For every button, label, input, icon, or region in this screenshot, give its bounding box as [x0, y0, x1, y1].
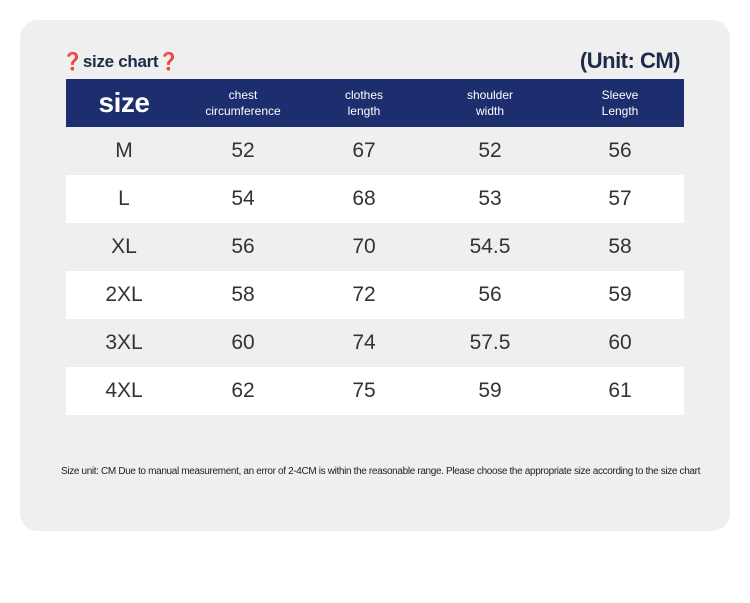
header-clothes-length: clothes length: [304, 79, 424, 127]
header-shoulder-width: shoulder width: [424, 79, 556, 127]
shoulder-cell: 54.5: [469, 235, 511, 258]
table-row: 4XL 62 75 59 61: [66, 367, 684, 415]
header-chest-line1: chest: [228, 88, 258, 102]
shoulder-cell: 52: [478, 139, 502, 162]
table-row: L 54 68 53 57: [66, 175, 684, 223]
unit-label: (Unit: CM): [579, 48, 681, 73]
shoulder-cell: 56: [478, 283, 502, 306]
size-cell: L: [118, 187, 130, 210]
sleeve-cell: 57: [608, 187, 632, 210]
header-shoulder-line1: shoulder: [466, 88, 514, 102]
size-cell: 3XL: [105, 331, 143, 354]
shoulder-cell: 53: [478, 187, 502, 210]
chest-cell: 54: [231, 187, 255, 210]
header-clothes-line2: length: [347, 104, 381, 118]
chest-cell: 60: [231, 331, 255, 354]
chart-title: ❓size chart❓: [62, 52, 180, 71]
header-sleeve-length: Sleeve Length: [556, 79, 684, 127]
header-sleeve-line2: Length: [601, 104, 639, 118]
size-cell: 2XL: [105, 283, 143, 306]
shoulder-cell: 57.5: [469, 331, 511, 354]
table-row: XL 56 70 54.5 58: [66, 223, 684, 271]
header-chest-line2: circumference: [205, 104, 281, 118]
size-cell: M: [115, 139, 133, 162]
table-row: M 52 67 52 56: [66, 127, 684, 175]
length-cell: 67: [352, 139, 376, 162]
size-cell: XL: [111, 235, 137, 258]
sleeve-cell: 59: [608, 283, 632, 306]
chest-cell: 56: [231, 235, 255, 258]
length-cell: 72: [352, 283, 376, 306]
chest-cell: 58: [231, 283, 255, 306]
header-clothes-line1: clothes: [344, 88, 384, 102]
length-cell: 75: [352, 379, 376, 402]
table-row: 3XL 60 74 57.5 60: [66, 319, 684, 367]
shoulder-cell: 59: [478, 379, 502, 402]
header-sleeve-line1: Sleeve: [601, 88, 639, 102]
size-footnote: Size unit: CM Due to manual measurement,…: [61, 466, 701, 477]
header-row: size chest circumference clothes length …: [66, 79, 684, 127]
sleeve-cell: 61: [608, 379, 632, 402]
size-chart-card: [20, 20, 730, 531]
table-row: 2XL 58 72 56 59: [66, 271, 684, 319]
size-cell: 4XL: [105, 379, 143, 402]
sleeve-cell: 60: [608, 331, 632, 354]
size-chart-table: size chest circumference clothes length …: [66, 79, 684, 415]
chest-cell: 52: [231, 139, 255, 162]
header-chest-circumference: chest circumference: [182, 79, 304, 127]
sleeve-cell: 58: [608, 235, 632, 258]
chest-cell: 62: [231, 379, 255, 402]
sleeve-cell: 56: [608, 139, 632, 162]
header-size: size: [98, 87, 150, 118]
length-cell: 68: [352, 187, 376, 210]
header-shoulder-line2: width: [475, 104, 504, 118]
length-cell: 74: [352, 331, 376, 354]
length-cell: 70: [352, 235, 376, 258]
